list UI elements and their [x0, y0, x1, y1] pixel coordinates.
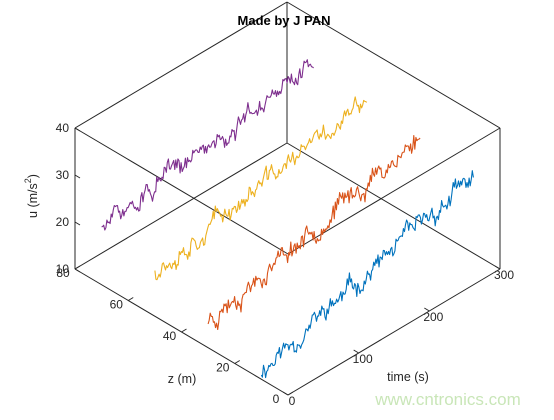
z-tick-label: 10 — [56, 262, 70, 276]
x-tick-label: 300 — [494, 268, 514, 282]
z-tick-mark — [74, 221, 81, 226]
box-edge-top-back-left — [74, 1, 288, 129]
watermark-text: www.cntronics.com — [374, 390, 520, 409]
x-tick-mark — [282, 391, 289, 396]
z-axis-label: u (m/s2) — [23, 174, 40, 218]
z-axis-label-close: ) — [26, 174, 40, 178]
box-edge-top-front-left — [74, 127, 289, 255]
x-tick-label: 0 — [289, 394, 296, 408]
z-tick-mark — [74, 127, 81, 132]
series-line — [154, 96, 368, 281]
series-line — [101, 59, 314, 231]
box-edge-bottom-front-right — [287, 268, 501, 396]
box-edge-bottom-back-right — [286, 142, 501, 270]
y-tick-mark — [287, 391, 294, 396]
y-axis-label: z (m) — [168, 372, 196, 386]
z-axis-label-superscript: 2 — [23, 178, 33, 183]
x-tick-mark — [353, 349, 359, 354]
y-tick-label: 0 — [273, 392, 280, 406]
y-tick-mark — [127, 297, 134, 301]
x-tick-label: 200 — [423, 310, 443, 324]
series-line — [207, 135, 421, 331]
axes-box — [74, 1, 501, 396]
z-tick-label: 40 — [56, 121, 70, 135]
z-tick-label: 20 — [56, 215, 70, 229]
chart-title: Made by J PAN — [238, 13, 331, 28]
z-tick-mark — [74, 174, 81, 179]
y-tick-mark — [181, 328, 187, 333]
box-edge-top-back-right — [286, 1, 501, 129]
data-series — [101, 59, 474, 379]
y-tick-label: 80 — [56, 266, 70, 280]
y-tick-label: 60 — [110, 298, 124, 312]
y-tick-label: 40 — [163, 329, 177, 343]
box-edge-bottom-back-left — [74, 142, 288, 270]
box-edge-top-front-right — [287, 127, 501, 255]
x-tick-label: 100 — [353, 352, 373, 366]
y-tick-label: 20 — [216, 361, 230, 375]
series-line — [260, 170, 474, 379]
z-tick-label: 30 — [56, 168, 70, 182]
x-tick-mark — [494, 265, 501, 270]
z-tick-mark — [74, 268, 81, 273]
x-axis-label: time (s) — [387, 370, 429, 384]
y-tick-mark — [74, 265, 81, 270]
x-tick-mark — [424, 307, 430, 312]
y-tick-mark — [234, 360, 241, 364]
z-axis-label-text: u (m/s — [26, 183, 40, 218]
